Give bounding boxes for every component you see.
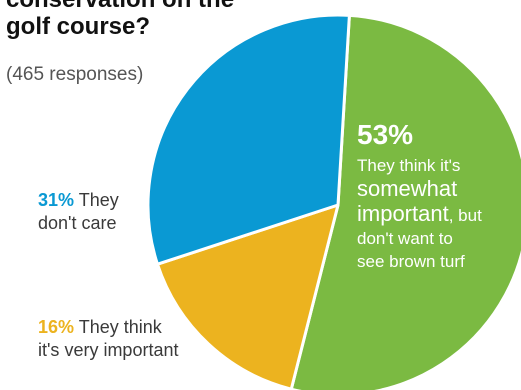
green-slice-percent: 53% (357, 119, 414, 150)
green-slice-label: 53% They think it's somewhat important, bu… (357, 118, 497, 273)
green-slice-text-4: see brown turf (357, 252, 465, 271)
green-slice-text-1: They think it's (357, 156, 461, 175)
blue-slice-text-2: don't care (38, 213, 117, 233)
chart-title: conservation on the golf course? (6, 0, 236, 40)
chart-title-line-1: conservation on the (6, 0, 236, 13)
green-slice-description: They think it's somewhat important, but don… (357, 154, 497, 273)
chart-title-line-2: golf course? (6, 13, 151, 40)
green-slice-text-big-2: important (357, 201, 449, 226)
yellow-slice-label: 16% They think it's very important (38, 316, 188, 362)
green-slice-text-big-1: somewhat (357, 176, 458, 201)
yellow-slice-text-2: it's very important (38, 340, 179, 360)
blue-slice-label: 31% They don't care (38, 189, 168, 235)
pie-slice-dont-care (146, 13, 351, 266)
pie-slice-very-important (155, 203, 340, 390)
blue-slice-percent: 31% (38, 190, 75, 210)
response-count: (465 responses) (6, 64, 144, 85)
yellow-slice-text-1: They think (74, 317, 162, 337)
pie-slice-somewhat-important (289, 13, 521, 390)
green-slice-text-2: , but (448, 206, 482, 225)
green-slice-text-3: don't want to (357, 229, 453, 248)
blue-slice-text-1: They (74, 190, 119, 210)
yellow-slice-percent: 16% (38, 317, 75, 337)
